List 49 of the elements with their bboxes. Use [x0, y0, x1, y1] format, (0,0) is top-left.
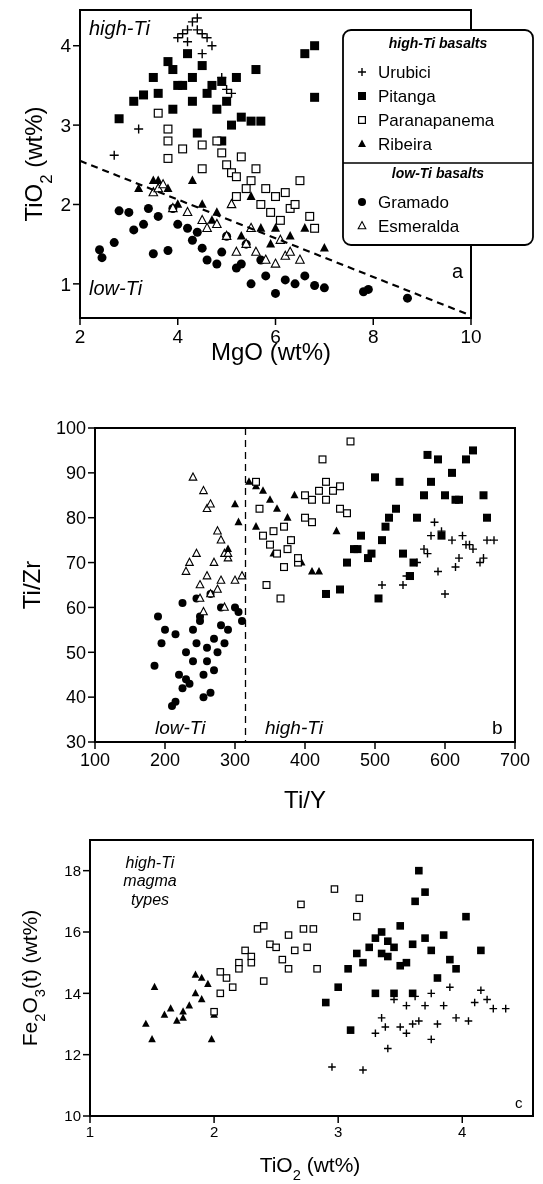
annotation: c [515, 1094, 523, 1111]
x-axis-title: Ti/Y [284, 786, 326, 813]
y-tick-label: 4 [60, 35, 72, 57]
y-tick-label: 70 [65, 552, 86, 573]
legend-title: high-Ti basalts [388, 35, 488, 51]
y-tick-label: 50 [65, 642, 86, 663]
legend-label: Esmeralda [378, 216, 460, 236]
y-tick-label: 80 [65, 508, 86, 529]
x-tick-label: 4 [172, 326, 184, 347]
annotation: high-Ti [89, 17, 151, 39]
x-tick-label: 3 [334, 1123, 343, 1140]
x-tick-label: 2 [209, 1123, 219, 1140]
y-tick-label: 60 [65, 597, 86, 618]
x-tick-label: 8 [367, 326, 379, 347]
y-tick-label: 100 [55, 418, 86, 439]
x-tick-label: 200 [149, 750, 181, 770]
annotation: high-Ti magma types [123, 854, 177, 908]
y-tick-label: 40 [65, 687, 86, 708]
x-tick-label: 10 [460, 326, 482, 347]
y-axis-title: Ti/Zr [18, 560, 46, 610]
x-tick-label: 100 [79, 750, 111, 770]
y-tick-label: 12 [64, 1045, 81, 1063]
y-tick-label: 1 [60, 273, 71, 295]
x-tick-label: 500 [359, 750, 391, 770]
annotation: low-Ti [89, 277, 143, 299]
y-tick-label: 16 [64, 923, 81, 941]
y-tick-label: 2 [60, 194, 71, 216]
legend-label: Urubici [378, 62, 431, 82]
y-tick-label: 10 [64, 1107, 81, 1125]
x-tick-label: 700 [499, 750, 531, 770]
legend-label: Ribeira [378, 134, 433, 154]
x-tick-label: 600 [429, 750, 461, 770]
y-tick-label: 30 [65, 732, 86, 753]
annotation: high-Ti [265, 717, 324, 738]
y-tick-label: 14 [64, 984, 81, 1002]
annotation: low-Ti [155, 717, 207, 738]
x-tick-label: 400 [289, 750, 321, 770]
y-tick-label: 3 [60, 114, 71, 136]
x-tick-label: 4 [458, 1123, 467, 1140]
legend-label: Gramado [378, 192, 449, 212]
annotation: low-Ti basalts [391, 165, 485, 181]
x-tick-label: 300 [219, 750, 251, 770]
x-axis-title: TiO$_{2}$ (wt%) [259, 1153, 361, 1183]
y-tick-label: 18 [64, 861, 81, 879]
legend-label: Pitanga [378, 86, 437, 106]
y-tick-label: 90 [65, 463, 86, 484]
annotation: b [492, 717, 503, 738]
annotation: a [452, 260, 464, 282]
legend-label: Paranapanema [378, 110, 495, 130]
